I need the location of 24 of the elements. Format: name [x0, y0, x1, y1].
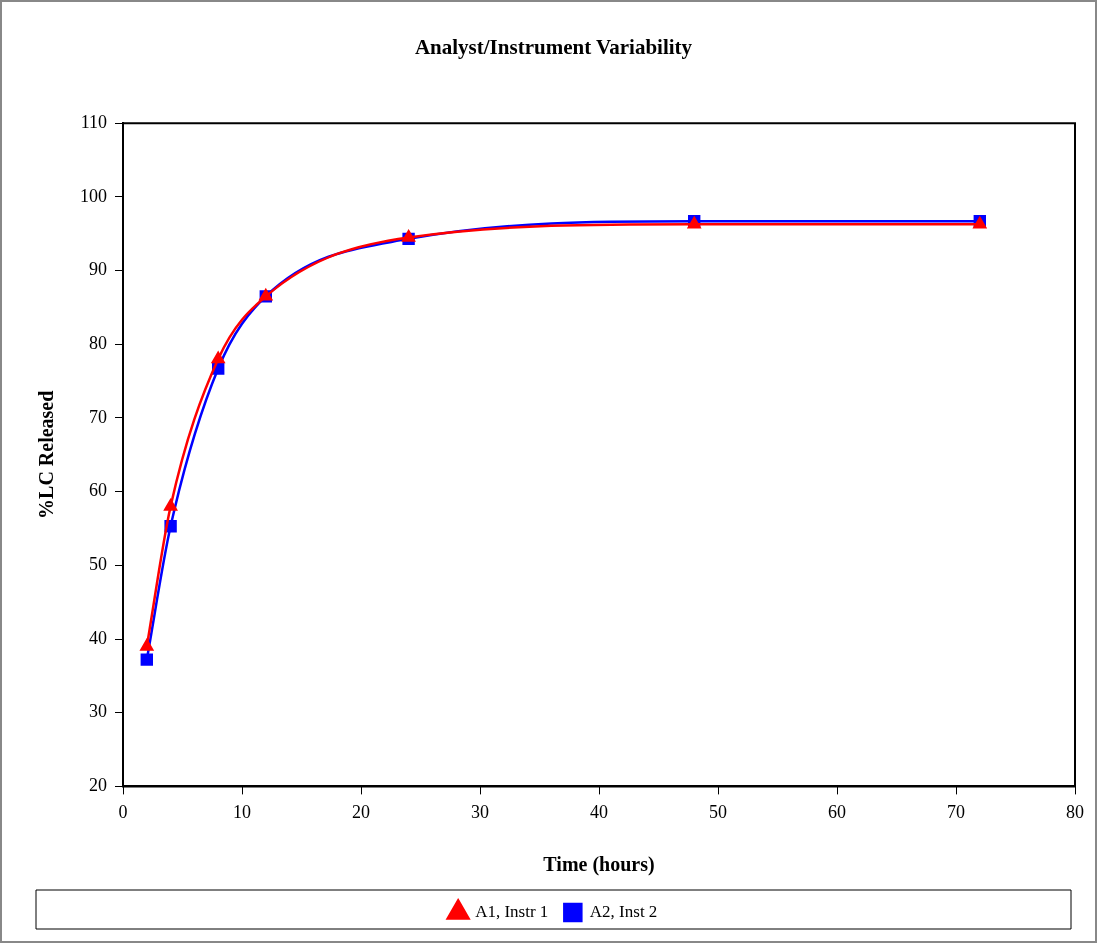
x-tick-label: 20: [352, 801, 370, 822]
y-tick-label: 80: [89, 333, 107, 353]
x-tick-label: 40: [590, 801, 608, 822]
y-tick-label: 60: [89, 480, 107, 501]
x-tick-label: 70: [947, 801, 965, 822]
y-tick-label: 70: [89, 406, 107, 427]
y-tick-label: 110: [80, 111, 107, 132]
x-tick-label: 60: [828, 801, 846, 822]
y-tick-label: 100: [80, 185, 107, 206]
y-tick-label: 50: [89, 554, 107, 575]
legend-label: A1, Instr 1: [475, 901, 549, 921]
x-axis-title: Time (hours): [543, 853, 655, 877]
y-tick-label: 30: [89, 701, 107, 722]
x-tick-label: 80: [1066, 801, 1084, 822]
y-tick-label: 90: [89, 259, 107, 280]
y-axis-title: %LC Released: [35, 390, 58, 519]
legend-label: A2, Inst 2: [589, 901, 658, 921]
chart-title: Analyst/Instrument Variability: [414, 35, 693, 60]
x-tick-label: 30: [471, 801, 489, 822]
x-tick-label: 0: [118, 801, 128, 822]
y-tick-label: 40: [89, 627, 107, 648]
x-tick-label: 50: [709, 801, 727, 822]
y-tick-label: 20: [89, 775, 107, 796]
x-tick-label: 10: [233, 801, 251, 822]
